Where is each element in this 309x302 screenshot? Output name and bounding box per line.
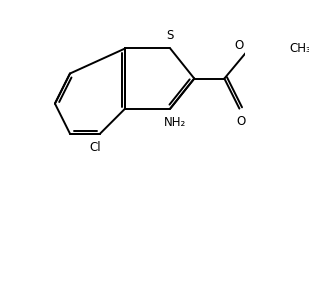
- Text: NH₂: NH₂: [164, 116, 187, 129]
- Text: O: O: [236, 115, 246, 128]
- Text: S: S: [167, 29, 174, 42]
- Text: CH₃: CH₃: [290, 42, 309, 55]
- Text: Cl: Cl: [89, 141, 101, 154]
- Text: O: O: [234, 39, 243, 52]
